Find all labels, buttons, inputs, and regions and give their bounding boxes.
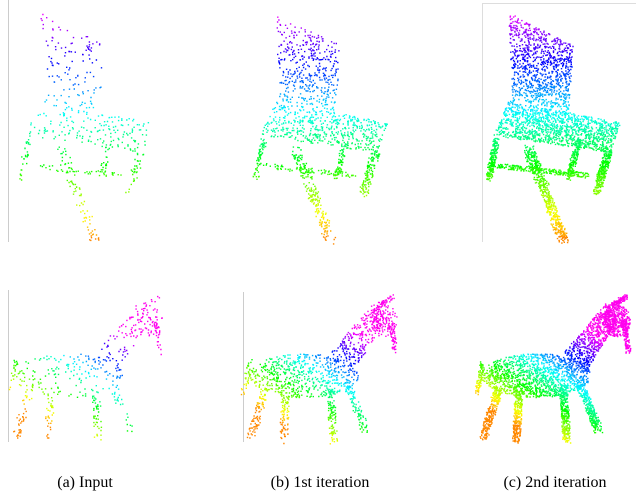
point-cloud bbox=[11, 201, 571, 441]
point-cloud bbox=[13, 194, 571, 437]
point-cloud bbox=[48, 92, 589, 385]
point-cloud bbox=[119, 294, 632, 355]
point-cloud bbox=[44, 99, 585, 388]
point-cloud bbox=[11, 187, 602, 432]
point-cloud bbox=[41, 17, 604, 347]
caption: (b) 1st iteration bbox=[220, 474, 420, 492]
point-cloud bbox=[21, 153, 612, 431]
point-cloud bbox=[15, 181, 604, 429]
point-cloud bbox=[22, 221, 566, 422]
point-cloud bbox=[42, 14, 603, 345]
point-cloud bbox=[63, 85, 589, 382]
point-cloud bbox=[48, 51, 594, 363]
point-cloud bbox=[13, 235, 569, 444]
caption: (a) Input bbox=[0, 474, 185, 492]
figure: (a) Input (b) 1st iteration (c) 2nd iter… bbox=[0, 0, 638, 502]
point-cloud bbox=[63, 105, 588, 393]
point-cloud bbox=[45, 228, 567, 425]
point-cloud bbox=[30, 119, 620, 404]
caption: (c) 2nd iteration bbox=[455, 474, 638, 492]
point-cloud-panels bbox=[0, 0, 638, 470]
point-cloud bbox=[26, 140, 614, 422]
